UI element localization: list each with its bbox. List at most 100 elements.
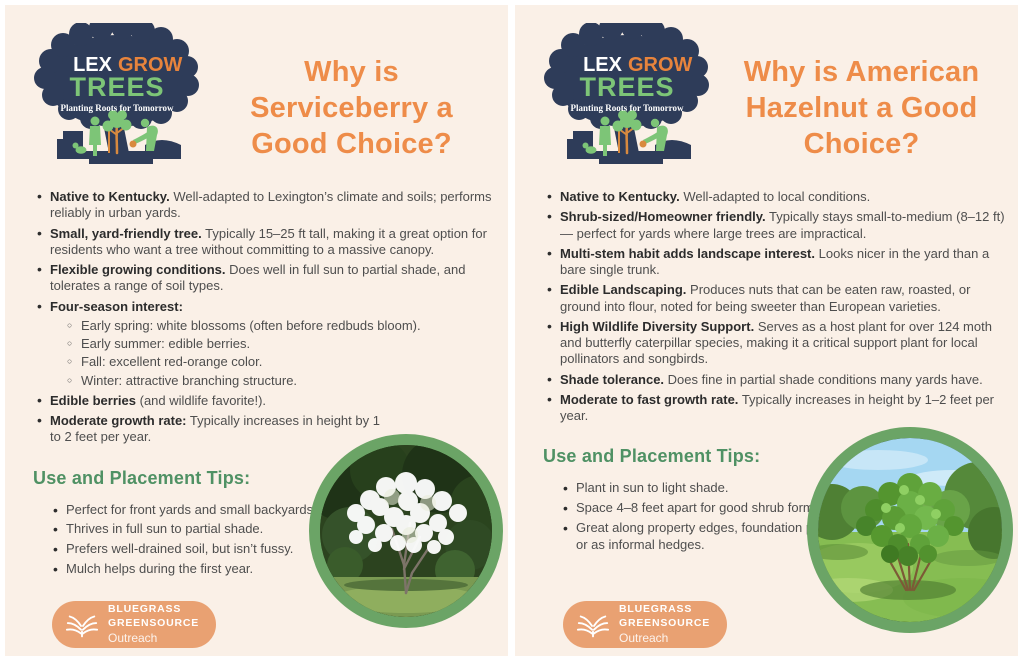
flyer-header: LEX GROW TREES Planting Roots for Tomorr… — [5, 5, 508, 175]
page-title-line: Serviceberry a — [250, 91, 453, 124]
bluegrass-greensource-badge: BLUEGRASS GREENSOURCE Outreach — [563, 601, 728, 648]
benefits-list: Native to Kentucky. Well-adapted to Lexi… — [5, 188, 508, 446]
sub-bullet-text: Early summer: edible berries. — [81, 336, 251, 351]
tip-text: Mulch helps during the first year. — [66, 561, 254, 577]
list-item: Perfect for front yards and small backya… — [52, 501, 382, 519]
bullet-text: Well-adapted to Lexington’s climate and … — [50, 189, 492, 221]
bullet-text: Typically increases in height by 1–2 fee… — [560, 391, 995, 423]
list-item: Moderate to fast growth rate. Typically … — [546, 391, 1006, 425]
bullet-lead: Native to Kentucky. — [50, 189, 170, 204]
page-title-line: Good Choice? — [251, 127, 452, 160]
greensource-sheaf-icon — [65, 615, 99, 637]
page-title: Why is American Hazelnut a Good Choice? — [715, 55, 1008, 163]
bullet-lead: Small, yard-friendly tree. — [50, 225, 202, 241]
list-item: Great along property edges, foundation p… — [562, 519, 872, 554]
list-item: Native to Kentucky. Well-adapted to Lexi… — [36, 188, 496, 222]
bullet-text: Serves as a host plant for over 124 moth… — [560, 318, 992, 367]
page-title: Why is Serviceberry a Good Choice? — [205, 55, 498, 163]
page-title-line: Why is American — [743, 56, 980, 88]
list-item: Native to Kentucky. Well-adapted to loca… — [546, 188, 1006, 206]
tips-heading: Use and Placement Tips: — [33, 467, 251, 488]
tips-heading: Use and Placement Tips: — [543, 446, 761, 467]
bullet-lead: Multi-stem habit adds landscape interest… — [560, 245, 815, 261]
badge-line-1: BLUEGRASS — [108, 603, 182, 616]
logo-word-lex: LEX — [583, 54, 623, 76]
bullet-text: Well-adapted to local conditions. — [683, 189, 871, 204]
tips-list: Plant in sun to light shade. Space 4–8 f… — [515, 479, 872, 554]
tip-text: Plant in sun to light shade. — [576, 480, 729, 496]
planting-people-figures — [72, 116, 158, 156]
logo-word-grow: GROW — [628, 54, 693, 76]
list-item: Early summer: edible berries. — [65, 336, 496, 352]
tip-text: Prefers well-drained soil, but isn’t fus… — [66, 541, 294, 557]
tip-text: Space 4–8 feet apart for good shrub form… — [576, 500, 818, 516]
list-item: Thrives in full sun to partial shade. — [52, 520, 382, 538]
tip-text: Great along property edges, foundation p… — [576, 520, 862, 552]
lex-grow-trees-logo-icon: LEX GROW TREES Planting Roots for Tomorr… — [544, 23, 709, 164]
bullet-text: Does well in full sun to partial shade, … — [50, 262, 466, 294]
badge-line-1: BLUEGRASS — [619, 603, 693, 616]
bullet-text: Typically 15–25 ft tall, making it a gre… — [50, 225, 487, 257]
bullet-lead: Shrub-sized/Homeowner friendly. — [560, 209, 766, 225]
flyer-serviceberry: LEX GROW TREES Planting Roots for Tomorr… — [5, 5, 508, 656]
tip-text: Thrives in full sun to partial shade. — [66, 521, 264, 537]
bullet-lead: Edible berries — [50, 392, 136, 408]
list-item: Moderate growth rate: Typically increase… — [36, 412, 385, 446]
list-item: Fall: excellent red-orange color. — [65, 354, 496, 370]
bullet-lead: High Wildlife Diversity Support. — [560, 318, 755, 334]
logo-tagline: Planting Roots for Tomorrow — [61, 103, 174, 113]
serviceberry-tree-photo — [309, 434, 503, 628]
list-item: Flexible growing conditions. Does well i… — [36, 261, 496, 295]
logo-word-trees: TREES — [69, 72, 164, 102]
logo-word-grow: GROW — [118, 54, 183, 76]
page-title-line: Why is — [304, 56, 399, 88]
bluegrass-greensource-badge: BLUEGRASS GREENSOURCE Outreach — [52, 601, 217, 648]
badge-line-2: GREENSOURCE — [619, 617, 711, 629]
list-item: Four-season interest: Early spring: whit… — [36, 297, 496, 389]
sub-bullet-text: Winter: attractive branching structure. — [81, 372, 298, 388]
badge-line-3: Outreach — [108, 630, 158, 645]
tip-text: Perfect for front yards and small backya… — [66, 501, 317, 517]
bullet-lead: Moderate to fast growth rate. — [560, 391, 739, 407]
bullet-text: (and wildlife favorite!). — [139, 392, 267, 408]
list-item: Prefers well-drained soil, but isn’t fus… — [52, 540, 382, 558]
list-item: Shade tolerance. Does fine in partial sh… — [546, 370, 1006, 388]
bullet-text: Produces nuts that can be eaten raw, roa… — [560, 282, 971, 314]
bullet-text: Looks nicer in the yard than a bare sing… — [560, 245, 990, 277]
sub-bullet-text: Early spring: white blossoms (often befo… — [81, 317, 421, 333]
list-item: Space 4–8 feet apart for good shrub form… — [562, 499, 872, 517]
american-hazelnut-shrub-photo — [807, 427, 1013, 633]
flyer-american-hazelnut: LEX GROW TREES Planting Roots for Tomorr… — [515, 5, 1018, 656]
bullet-lead: Four-season interest: — [50, 298, 183, 314]
list-item: Early spring: white blossoms (often befo… — [65, 318, 496, 334]
logo-tagline: Planting Roots for Tomorrow — [571, 103, 684, 113]
flyer-header: LEX GROW TREES Planting Roots for Tomorr… — [515, 5, 1018, 175]
planting-people-figures — [582, 116, 668, 156]
sub-bullet-text: Fall: excellent red-orange color. — [81, 354, 263, 370]
lex-grow-trees-logo-icon: LEX GROW TREES Planting Roots for Tomorr… — [34, 23, 199, 164]
page-title-line: Choice? — [803, 127, 920, 160]
badge-line-2: GREENSOURCE — [108, 617, 200, 629]
list-item: Winter: attractive branching structure. — [65, 373, 496, 389]
list-item: Shrub-sized/Homeowner friendly. Typicall… — [546, 208, 1006, 242]
bullet-text: Does fine in partial shade conditions ma… — [667, 371, 983, 387]
list-item: Plant in sun to light shade. — [562, 479, 872, 497]
page-title-line: Hazelnut a Good — [745, 91, 978, 124]
list-item: Small, yard-friendly tree. Typically 15–… — [36, 225, 496, 259]
list-item: Edible berries (and wildlife favorite!). — [36, 392, 496, 410]
bullet-lead: Flexible growing conditions. — [50, 262, 226, 277]
bullet-lead: Moderate growth rate: — [50, 413, 187, 428]
bullet-text: Typically stays small-to-medium (8–12 ft… — [560, 209, 1005, 241]
logo-word-trees: TREES — [579, 72, 674, 102]
four-season-sublist: Early spring: white blossoms (often befo… — [50, 318, 496, 389]
bullet-lead: Native to Kentucky. — [560, 189, 680, 204]
bullet-lead: Shade tolerance. — [560, 371, 665, 387]
greensource-sheaf-icon — [576, 615, 610, 637]
tips-list: Perfect for front yards and small backya… — [5, 501, 382, 579]
logo-word-lex: LEX — [73, 54, 113, 76]
list-item: Mulch helps during the first year. — [52, 560, 382, 578]
badge-line-3: Outreach — [619, 630, 669, 645]
bullet-text: Typically increases in height by 1 to 2 … — [50, 413, 380, 445]
benefits-list: Native to Kentucky. Well-adapted to loca… — [515, 188, 1018, 425]
list-item: High Wildlife Diversity Support. Serves … — [546, 318, 1006, 368]
